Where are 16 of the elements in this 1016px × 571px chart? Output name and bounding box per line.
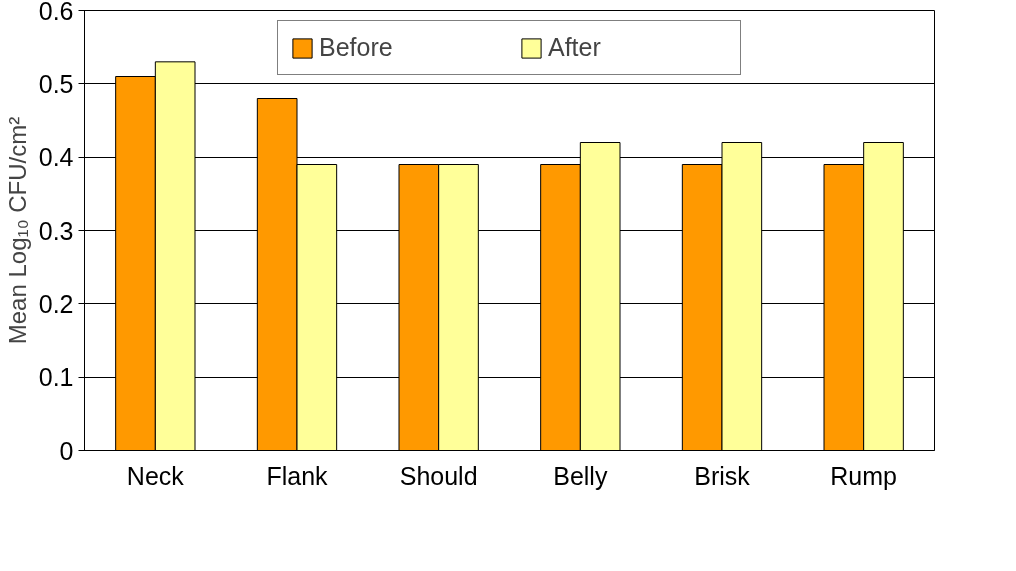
y-tick-label: 0.1	[38, 363, 74, 392]
legend-label: Before	[319, 33, 394, 62]
y-axis-title: Mean Log₁₀ CFU/cm²	[3, 116, 31, 345]
y-tick-label: 0.4	[38, 143, 74, 172]
y-tick-label: 0	[59, 436, 74, 465]
x-tick-label: Neck	[126, 461, 185, 490]
y-tick-label: 0.2	[38, 289, 74, 318]
x-tick-label: Rump	[830, 461, 898, 490]
y-tick-label: 0.3	[38, 216, 74, 245]
y-tick-label: 0.6	[38, 0, 74, 25]
legend-label: After	[548, 33, 602, 62]
x-tick-label: Brisk	[694, 461, 751, 490]
x-tick-label: Belly	[553, 461, 608, 490]
x-tick-label: Should	[399, 461, 478, 490]
y-tick-label: 0.5	[38, 69, 74, 98]
x-tick-label: Flank	[266, 461, 329, 490]
